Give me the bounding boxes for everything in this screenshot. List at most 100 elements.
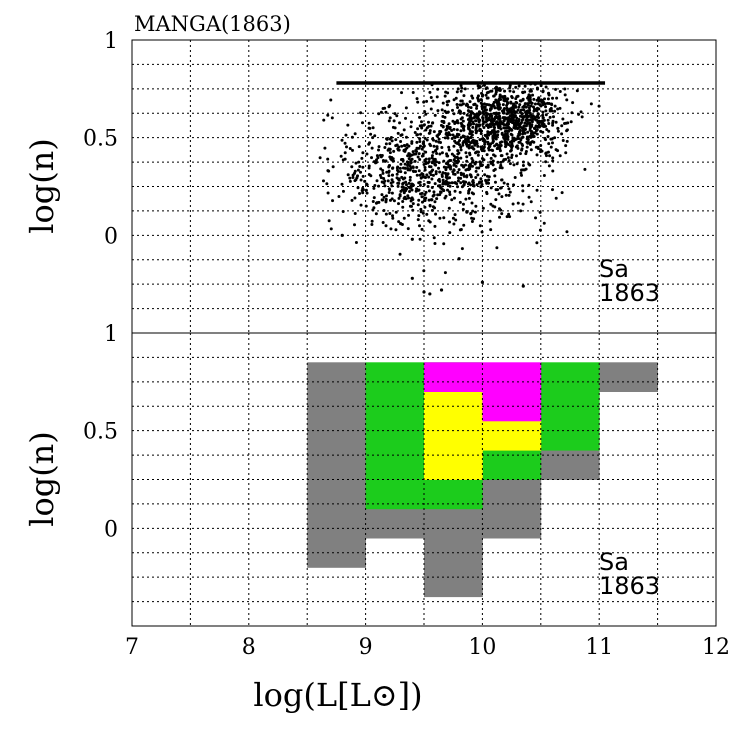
data-point xyxy=(551,169,555,173)
data-point xyxy=(464,103,468,107)
data-point xyxy=(501,103,505,107)
data-point xyxy=(443,136,447,140)
data-point xyxy=(517,84,521,88)
data-point xyxy=(439,130,443,134)
data-point xyxy=(489,125,493,129)
data-point xyxy=(420,126,424,130)
data-point xyxy=(560,132,564,136)
data-point xyxy=(427,175,431,179)
data-point xyxy=(473,143,477,147)
bottom-panel: 00.51 7 8 9 10 11 12 Sa 1863 log(n) log(L[L⊙]… xyxy=(23,322,730,714)
data-point xyxy=(389,227,393,231)
data-point xyxy=(375,158,379,162)
data-point xyxy=(526,130,530,134)
data-point xyxy=(387,165,391,169)
data-point xyxy=(537,116,541,120)
data-point xyxy=(415,133,419,137)
data-point xyxy=(504,193,508,197)
data-point xyxy=(551,188,555,192)
data-point xyxy=(474,116,478,120)
data-point xyxy=(426,180,430,184)
data-point xyxy=(348,147,352,151)
data-point xyxy=(388,142,392,146)
data-point xyxy=(485,112,489,116)
data-point xyxy=(502,136,506,140)
data-point xyxy=(409,125,413,129)
data-point xyxy=(459,171,463,175)
data-point xyxy=(459,181,463,185)
data-point xyxy=(538,120,542,124)
data-point xyxy=(390,139,394,143)
data-point xyxy=(475,183,479,187)
data-point xyxy=(434,139,438,143)
data-point xyxy=(457,257,461,261)
data-point xyxy=(435,197,439,201)
data-point xyxy=(396,184,400,188)
data-point xyxy=(548,115,552,119)
data-point xyxy=(479,177,483,181)
data-point xyxy=(499,186,503,190)
data-point xyxy=(382,208,386,212)
x-tick-label: 10 xyxy=(468,635,496,660)
data-point xyxy=(450,129,454,133)
data-point xyxy=(503,132,507,136)
data-point xyxy=(466,137,470,141)
y-tick-label: 1 xyxy=(104,29,118,54)
data-point xyxy=(537,107,541,111)
data-point xyxy=(490,122,494,126)
data-point xyxy=(318,156,322,160)
data-point xyxy=(345,145,349,149)
data-point xyxy=(462,111,466,115)
data-point xyxy=(340,233,344,237)
data-point xyxy=(500,212,504,216)
data-point xyxy=(438,170,442,174)
data-point xyxy=(423,205,427,209)
data-point xyxy=(549,145,553,149)
data-point xyxy=(506,182,510,186)
data-point xyxy=(450,181,454,185)
data-point xyxy=(564,151,568,155)
data-point xyxy=(408,178,412,182)
data-point xyxy=(356,186,360,190)
data-point xyxy=(397,220,401,224)
data-point xyxy=(371,126,375,130)
data-point xyxy=(350,148,354,152)
data-point xyxy=(467,146,471,150)
data-point xyxy=(472,217,476,221)
data-point xyxy=(390,155,394,159)
data-point xyxy=(400,144,404,148)
data-point xyxy=(423,168,427,172)
data-point xyxy=(399,170,403,174)
data-point xyxy=(346,123,350,127)
data-point xyxy=(537,99,541,103)
data-point xyxy=(521,98,525,102)
data-point xyxy=(569,120,573,124)
data-point xyxy=(470,145,474,149)
data-point xyxy=(458,139,462,143)
data-point xyxy=(387,105,391,109)
data-point xyxy=(480,106,484,110)
data-point xyxy=(388,137,392,141)
data-point xyxy=(484,178,488,182)
data-point xyxy=(461,134,465,138)
data-point xyxy=(456,170,460,174)
data-point xyxy=(411,183,415,187)
data-point xyxy=(508,162,512,166)
data-point xyxy=(565,139,569,143)
data-point xyxy=(542,221,546,225)
data-point xyxy=(430,208,434,212)
data-point xyxy=(448,184,452,188)
data-point xyxy=(364,204,368,208)
data-point xyxy=(544,138,548,142)
data-point xyxy=(422,269,426,273)
data-point xyxy=(382,181,386,185)
data-point xyxy=(392,199,396,203)
data-point xyxy=(510,156,514,160)
data-point xyxy=(462,223,466,227)
data-point xyxy=(460,185,464,189)
data-point xyxy=(453,136,457,140)
data-point xyxy=(473,210,477,214)
data-point xyxy=(455,161,459,165)
data-point xyxy=(465,155,469,159)
